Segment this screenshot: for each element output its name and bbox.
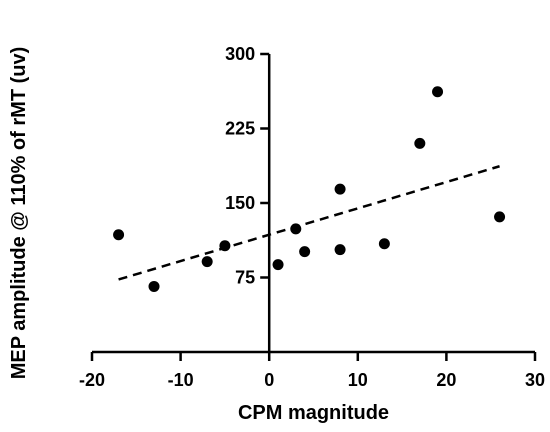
data-points — [113, 86, 506, 292]
data-point — [299, 246, 311, 258]
x-tick-label: 0 — [264, 370, 274, 390]
x-tick-label: -20 — [79, 370, 105, 390]
y-tick-label: 300 — [225, 44, 255, 64]
x-tick-label: 10 — [348, 370, 368, 390]
data-point — [272, 259, 284, 271]
data-point — [414, 137, 426, 149]
y-tick-label: 225 — [225, 119, 255, 139]
data-point — [334, 244, 346, 256]
data-point — [201, 256, 213, 268]
x-axis-label: CPM magnitude — [238, 402, 389, 424]
y-tick-label: 75 — [235, 268, 255, 288]
ticks: -20 -10 0 10 20 30 75 150 225 300 — [79, 44, 545, 390]
data-point — [432, 86, 444, 98]
trendline — [118, 165, 500, 281]
data-point — [494, 211, 506, 223]
x-tick-label: -10 — [168, 370, 194, 390]
data-point — [219, 240, 231, 252]
data-point — [334, 183, 346, 195]
data-point — [290, 223, 302, 235]
data-point — [113, 229, 125, 241]
data-point — [148, 280, 160, 292]
data-point — [378, 238, 390, 250]
axes — [92, 54, 535, 354]
y-axis-label: MEP amplitude @ 110% of rMT (uv) — [8, 47, 30, 380]
x-tick-label: 20 — [436, 370, 456, 390]
trendline-group — [118, 165, 500, 281]
y-tick-label: 150 — [225, 193, 255, 213]
x-tick-label: 30 — [525, 370, 545, 390]
